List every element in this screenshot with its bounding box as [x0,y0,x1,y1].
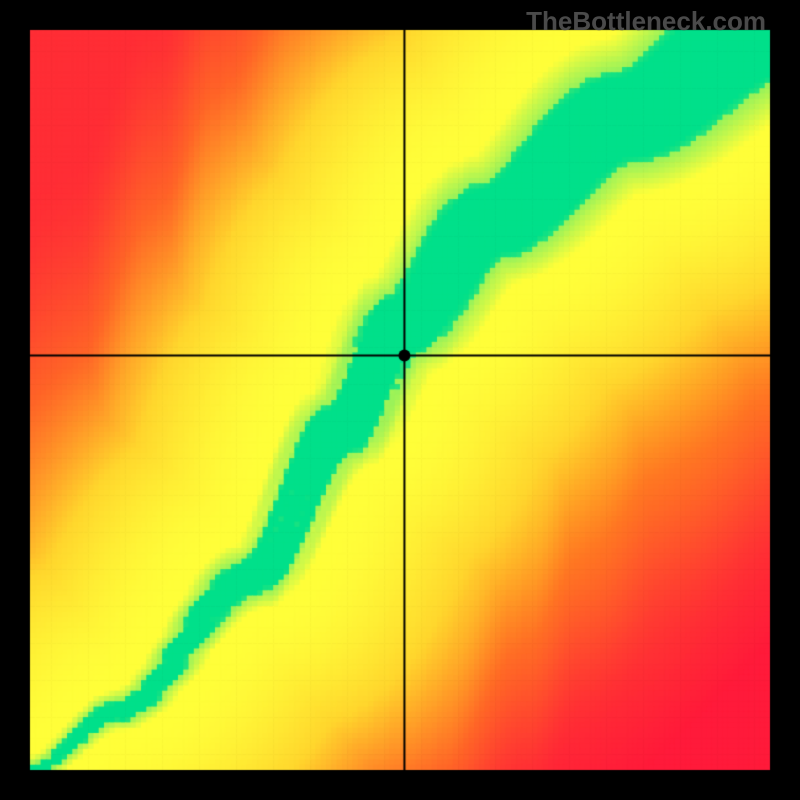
watermark-text: TheBottleneck.com [526,6,766,37]
bottleneck-heatmap [0,0,800,800]
chart-container: TheBottleneck.com [0,0,800,800]
